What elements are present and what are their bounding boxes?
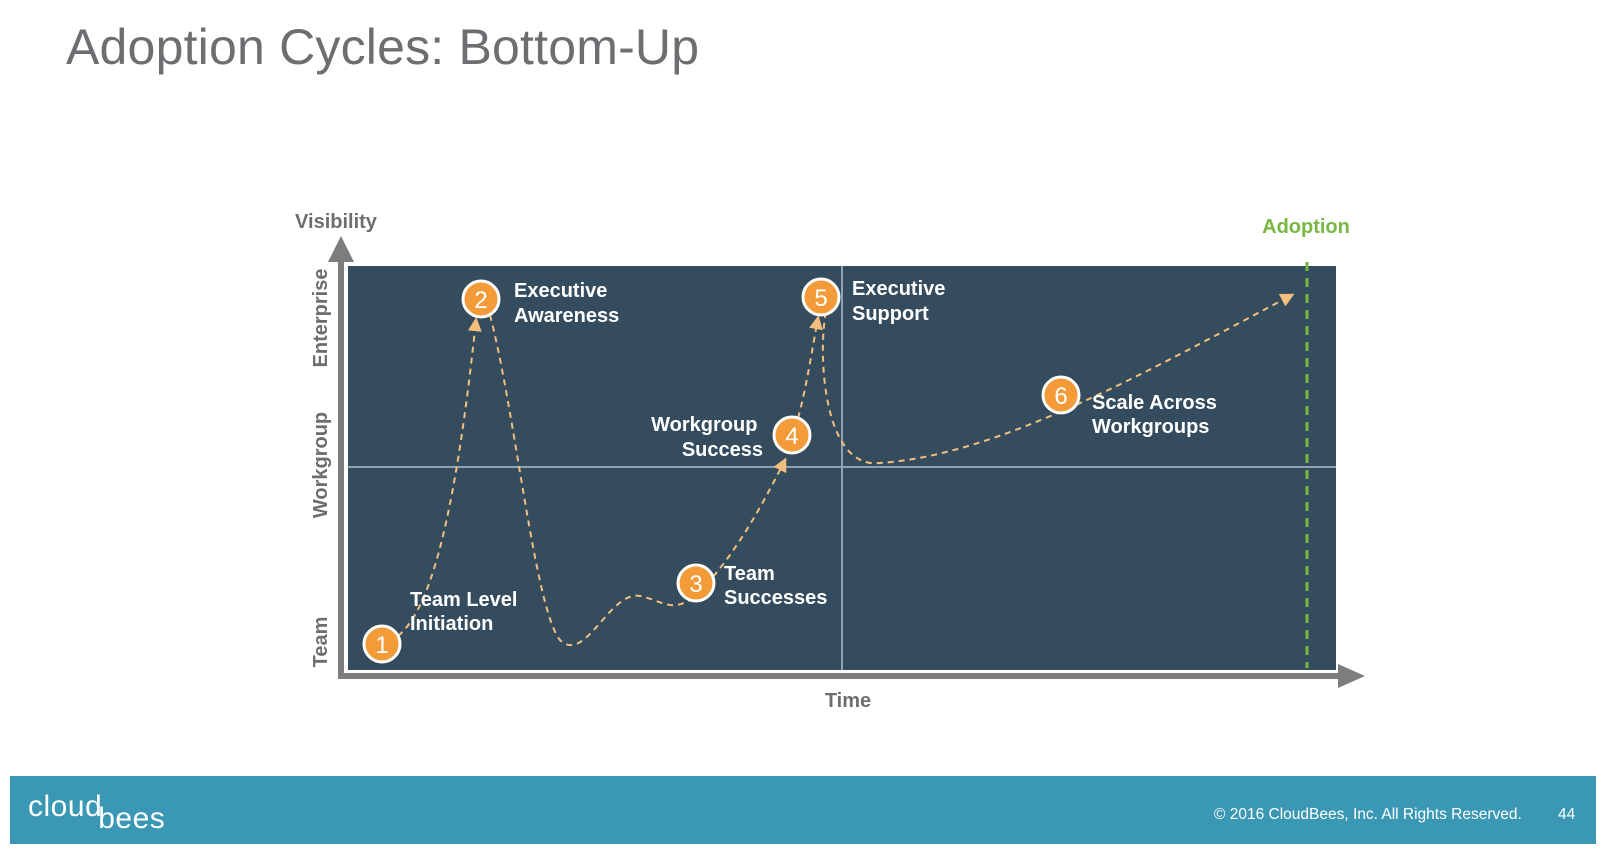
footer-bar: cloudbees © 2016 CloudBees, Inc. All Rig…	[10, 776, 1596, 844]
logo-bees: bees	[98, 802, 166, 835]
logo-cloud: cloud	[28, 790, 103, 823]
adoption-label: Adoption	[1262, 216, 1350, 238]
milestone-3-number: 3	[689, 571, 702, 598]
x-axis-label: Time	[825, 690, 871, 712]
milestone-4-line-1: Workgroup	[651, 414, 757, 436]
path-rise-to-support	[797, 315, 823, 419]
milestone-2-label: Executive Awareness	[514, 280, 619, 327]
milestone-2: 2 Executive Awareness	[461, 279, 619, 327]
milestone-6-number: 6	[1054, 383, 1067, 410]
milestone-1-line-2: Initiation	[410, 613, 493, 635]
milestone-6-label: Scale Across Workgroups	[1092, 392, 1222, 438]
path-trough	[489, 314, 691, 647]
milestone-5-line-1: Executive	[852, 278, 945, 300]
milestone-5-number: 5	[814, 285, 827, 312]
milestone-2-line-1: Executive	[514, 280, 607, 302]
level-label-workgroup: Workgroup	[310, 412, 332, 518]
milestone-5-label: Executive Support	[852, 278, 951, 325]
milestone-2-number: 2	[474, 287, 487, 314]
milestone-4-number: 4	[785, 423, 798, 450]
milestone-1-label: Team Level Initiation	[410, 589, 523, 635]
milestone-4: 4 Workgroup Success	[651, 414, 812, 461]
path-scale	[821, 293, 1295, 465]
milestone-4-line-2: Success	[682, 439, 763, 461]
milestone-1-line-1: Team Level	[410, 589, 517, 611]
cloudbees-logo: cloudbees	[28, 790, 165, 835]
y-axis	[328, 236, 354, 676]
copyright-text: © 2016 CloudBees, Inc. All Rights Reserv…	[1214, 806, 1522, 823]
x-axis	[338, 664, 1365, 688]
milestone-5: 5 Executive Support	[801, 277, 951, 325]
slide-title: Adoption Cycles: Bottom-Up	[66, 19, 700, 75]
milestone-1-number: 1	[375, 632, 388, 659]
level-label-team: Team	[310, 617, 332, 668]
path-rise-to-awareness	[397, 317, 482, 637]
page-number: 44	[1558, 806, 1576, 823]
milestone-3: 3 Team Successes	[676, 563, 827, 609]
milestone-1: 1 Team Level Initiation	[362, 589, 523, 664]
milestone-5-line-2: Support	[852, 303, 929, 325]
milestone-2-line-2: Awareness	[514, 305, 619, 327]
level-label-enterprise: Enterprise	[310, 269, 332, 368]
milestone-6-line-2: Workgroups	[1092, 416, 1209, 438]
y-axis-label: Visibility	[295, 211, 378, 233]
milestone-4-label: Workgroup Success	[651, 414, 763, 461]
milestone-3-line-1: Team	[724, 563, 775, 585]
milestone-6-line-1: Scale Across	[1092, 392, 1217, 414]
milestone-6: 6 Scale Across Workgroups	[1041, 375, 1222, 438]
milestone-3-label: Team Successes	[724, 563, 827, 609]
milestone-3-line-2: Successes	[724, 587, 827, 609]
